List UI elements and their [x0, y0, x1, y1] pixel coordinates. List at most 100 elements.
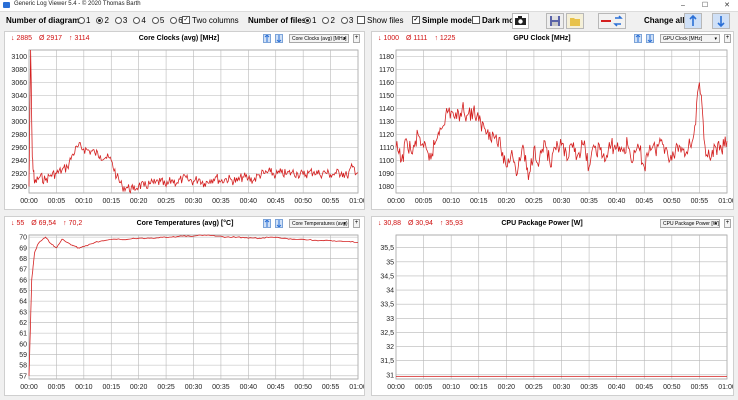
y-tick-label: 57: [19, 373, 27, 380]
y-tick-label: 1160: [379, 80, 394, 87]
x-tick-label: 00:30: [553, 384, 571, 391]
sensor-select[interactable]: CPU Package Power [W] ▾: [660, 219, 720, 228]
y-tick-label: 60: [19, 341, 27, 348]
scroll-down-button[interactable]: [275, 219, 283, 228]
y-tick-label: 3060: [11, 80, 27, 87]
dark-mode-checkbox[interactable]: Dark mod: [472, 16, 519, 25]
files-radio-1[interactable]: 1: [304, 16, 316, 25]
panel-title: CPU Package Power [W]: [501, 220, 583, 227]
y-tick-label: 3000: [11, 119, 27, 126]
scroll-up-all-button[interactable]: [684, 13, 702, 29]
x-tick-label: 00:05: [48, 198, 66, 205]
x-tick-label: 00:45: [635, 384, 653, 391]
y-tick-label: 1100: [379, 158, 394, 165]
x-tick-label: 00:40: [240, 384, 258, 391]
scroll-down-button[interactable]: [646, 34, 654, 43]
open-file-button[interactable]: [566, 13, 584, 29]
diagrams-radio-6[interactable]: 6: [170, 16, 183, 25]
add-series-button[interactable]: +: [353, 219, 360, 228]
x-tick-label: 00:40: [240, 198, 258, 205]
y-tick-label: 1140: [379, 106, 394, 113]
maximize-button[interactable]: ☐: [701, 2, 709, 9]
x-tick-label: 00:45: [635, 198, 653, 205]
y-tick-label: 68: [19, 256, 27, 263]
scroll-up-button[interactable]: [634, 34, 642, 43]
y-tick-label: 1110: [379, 145, 394, 152]
x-tick-label: 01:00: [349, 384, 364, 391]
title-bar: Generic Log Viewer 5.4 - © 2020 Thomas B…: [0, 0, 738, 12]
x-tick-label: 00:10: [75, 384, 93, 391]
sensor-select[interactable]: Core Clocks (avg) [MHz] ▾: [289, 34, 349, 43]
y-tick-label: 2960: [11, 145, 27, 152]
series-line: [395, 82, 728, 181]
stat-avg: Ø 69,54: [31, 220, 57, 227]
x-tick-label: 00:40: [608, 384, 626, 391]
x-tick-label: 00:10: [442, 384, 460, 391]
swap-button[interactable]: [598, 13, 626, 29]
x-tick-label: 00:15: [470, 198, 488, 205]
y-tick-label: 31: [386, 372, 394, 379]
y-tick-label: 64: [19, 299, 27, 306]
scroll-up-button[interactable]: [263, 34, 271, 43]
sensor-select[interactable]: Core Temperatures (avg) ▾: [289, 219, 349, 228]
diagrams-radio-2[interactable]: 2: [96, 16, 109, 25]
y-tick-label: 1130: [379, 119, 394, 126]
arrow-up-icon: [264, 34, 270, 42]
change-all-label: Change all: [644, 16, 685, 25]
two-columns-checkbox[interactable]: ✓ Two columns: [182, 16, 239, 25]
arrow-up-icon: [264, 219, 270, 227]
files-radio-3[interactable]: 3: [340, 16, 353, 25]
scroll-down-button[interactable]: [275, 34, 283, 43]
x-tick-label: 00:35: [580, 198, 598, 205]
chevron-down-icon: ▾: [714, 36, 717, 42]
stat-min: ↓ 55: [11, 220, 25, 227]
chart-panel-gpu-clock: ↓ 1000 Ø 1111 ↑ 1225 GPU Clock [MHz] GPU C…: [371, 31, 734, 210]
files-radio-2[interactable]: 2: [322, 16, 335, 25]
show-files-checkbox[interactable]: Show files: [357, 16, 403, 25]
scroll-down-all-button[interactable]: [712, 13, 730, 29]
minimize-button[interactable]: –: [681, 2, 685, 9]
x-tick-label: 00:30: [553, 198, 571, 205]
scroll-up-button[interactable]: [263, 219, 271, 228]
x-tick-label: 00:00: [20, 384, 38, 391]
x-tick-label: 01:00: [718, 384, 733, 391]
y-tick-label: 34,5: [380, 273, 394, 280]
x-tick-label: 00:50: [663, 198, 681, 205]
y-tick-label: 65: [19, 288, 27, 295]
diagrams-label: Number of diagrams: [6, 16, 84, 25]
chart-gpu-clock: 00:00 00:05 00:10 00:15 00:20 00:25 00:30 00:35…: [378, 49, 733, 205]
screenshot-button[interactable]: [512, 13, 529, 29]
y-tick-label: 70: [19, 235, 27, 242]
y-tick-label: 35,5: [380, 245, 394, 252]
y-tick-label: 2940: [11, 158, 27, 165]
y-tick-label: 1080: [378, 184, 394, 191]
stat-max: ↑ 35,93: [439, 220, 463, 227]
close-button[interactable]: ✕: [724, 2, 730, 9]
x-tick-label: 00:50: [294, 384, 312, 391]
y-tick-label: 2900: [11, 184, 27, 191]
add-series-button[interactable]: +: [353, 34, 360, 43]
y-tick-label: 2980: [11, 132, 27, 139]
x-tick-label: 00:45: [267, 198, 285, 205]
y-tick-label: 61: [19, 331, 27, 338]
simple-mode-checkbox[interactable]: ✓ Simple mode: [412, 16, 472, 25]
diagrams-radio-4[interactable]: 4: [133, 16, 146, 25]
diagrams-radio-3[interactable]: 3: [114, 16, 127, 25]
checkmark-icon: ✓: [182, 16, 190, 25]
sensor-select[interactable]: GPU Clock [MHz] ▾: [660, 34, 720, 43]
x-tick-label: 00:25: [157, 384, 175, 391]
x-tick-label: 00:05: [48, 384, 66, 391]
diagrams-radio-5[interactable]: 5: [151, 16, 164, 25]
add-series-button[interactable]: +: [724, 34, 731, 43]
x-tick-label: 00:55: [691, 384, 709, 391]
add-series-button[interactable]: +: [724, 219, 731, 228]
series-line: [28, 49, 359, 194]
y-tick-label: 66: [19, 277, 27, 284]
x-tick-label: 00:15: [470, 384, 488, 391]
diagrams-radio-1[interactable]: 1: [78, 16, 90, 25]
y-tick-label: 2920: [11, 171, 27, 178]
checkbox-icon: [472, 16, 480, 25]
save-button[interactable]: [546, 13, 564, 29]
